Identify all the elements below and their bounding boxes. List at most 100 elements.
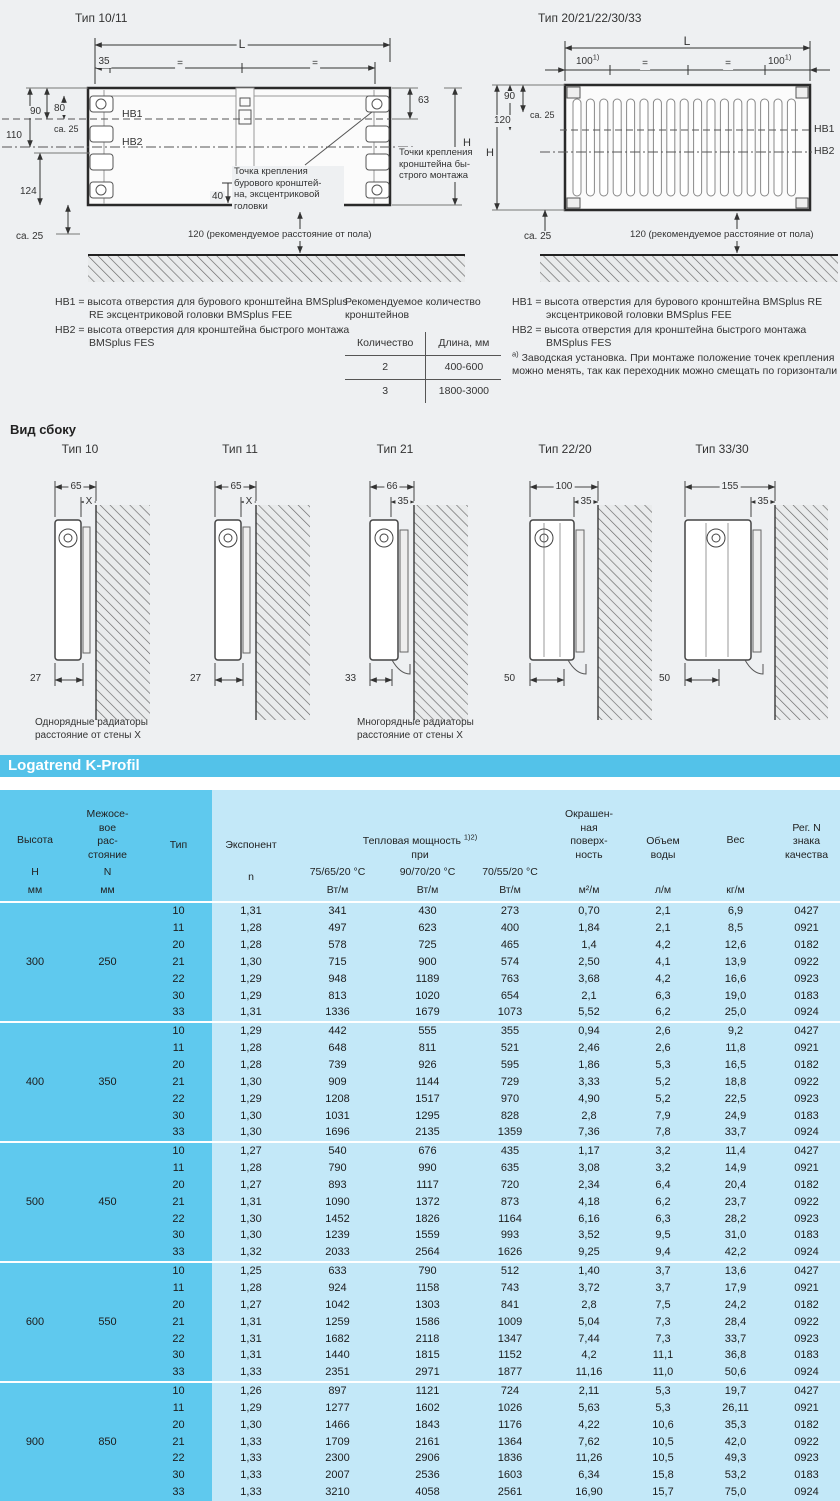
- cell-type: 20: [145, 1416, 212, 1434]
- cell-value: 1,31: [240, 1195, 262, 1208]
- side-view-type-33-30: [684, 481, 828, 720]
- dim-label: ca. 25: [522, 231, 554, 243]
- cell-value: 5,04: [578, 1315, 600, 1328]
- cell-value: 75,0: [724, 1486, 747, 1499]
- floor-distance-note: 120 (рекомендуемое расстояние от пола): [628, 229, 816, 241]
- type-10-11-diagram: [2, 38, 465, 282]
- cell-value: 1843: [415, 1418, 440, 1431]
- cell-value: 10,5: [652, 1435, 674, 1448]
- bracket-cell: 400-600: [425, 355, 502, 380]
- dim-label: 27: [28, 673, 44, 685]
- cell-value: 1,27: [240, 1298, 262, 1311]
- cell-type: 30: [145, 1227, 212, 1244]
- cell-type: 20: [145, 936, 212, 954]
- cell-value: 1,33: [240, 1435, 262, 1448]
- cell-value: 1,4: [581, 939, 597, 952]
- cell-type: 21: [145, 1073, 212, 1091]
- cell-value: 1295: [415, 1109, 440, 1122]
- cell-value: 33,7: [724, 1332, 747, 1345]
- cell-value: 1009: [497, 1315, 523, 1328]
- cell-value: 17,9: [724, 1281, 747, 1294]
- cell-value: 948: [328, 972, 347, 985]
- dim-label-L: L: [681, 34, 693, 48]
- cell-value: 1,84: [578, 922, 600, 935]
- cell-value: 5,3: [655, 1385, 671, 1398]
- column-header-type: Тип: [145, 790, 212, 901]
- cell-value: 11,0: [652, 1366, 674, 1379]
- cell-type: 22: [145, 1090, 212, 1108]
- cell-value: 19,7: [724, 1385, 747, 1398]
- column-header-volume: Объем воды л/м: [646, 835, 680, 896]
- cell-value: 1,28: [240, 939, 262, 952]
- dim-label: 63: [416, 95, 432, 107]
- cell-value: 6,16: [578, 1212, 600, 1225]
- cell-value: 990: [418, 1162, 437, 1175]
- cell-value: 1517: [415, 1092, 440, 1105]
- cell-value: 0923: [794, 1332, 819, 1345]
- cell-type: 21: [145, 953, 212, 971]
- side-view-title: Тип 33/30: [695, 442, 749, 456]
- side-view-title: Тип 11: [222, 442, 258, 456]
- cell-value: 725: [418, 939, 437, 952]
- cell-value: 4058: [415, 1486, 440, 1499]
- cell-value: 3,08: [578, 1162, 600, 1175]
- cell-value: 841: [500, 1298, 520, 1311]
- cell-value: 4,22: [578, 1418, 600, 1431]
- power-sub-75-65: 75/65/20 °C Вт/м: [309, 866, 366, 896]
- cell-value: 1364: [497, 1435, 523, 1448]
- cell-value: 2906: [415, 1452, 440, 1465]
- cell-type: 10: [145, 903, 212, 920]
- cell-value: 715: [328, 955, 347, 968]
- cell-value: 465: [500, 939, 520, 952]
- cell-value: 900: [418, 955, 437, 968]
- cell-value: 763: [500, 972, 520, 985]
- cell-value: 16,5: [724, 1059, 747, 1072]
- cell-value: 0182: [794, 1298, 819, 1311]
- cell-value: 2135: [415, 1126, 440, 1139]
- cell-value: 4,90: [578, 1092, 600, 1105]
- cell-type: 10: [145, 1142, 212, 1160]
- cell-value: 7,44: [578, 1332, 600, 1345]
- column-header-reg: Рег. N знака качества: [784, 821, 829, 861]
- cell-value: 1,31: [240, 1006, 262, 1019]
- cell-value: 811: [418, 1042, 437, 1055]
- cell-value: 1189: [415, 972, 440, 985]
- cell-type: 10: [145, 1262, 212, 1280]
- cell-value: 11,1: [652, 1349, 674, 1362]
- cell-value: 2351: [325, 1366, 350, 1379]
- cell-value: 7,5: [655, 1298, 671, 1311]
- cell-value: 341: [328, 905, 347, 918]
- cell-value: 0924: [794, 1126, 819, 1139]
- cell-value: 6,2: [655, 1006, 671, 1019]
- cell-value: 893: [328, 1178, 347, 1191]
- column-header-exponent: Экспонент n: [225, 838, 277, 884]
- table-group: 600 550 10 1,25 633 790 512 1,40 3,7 13,6 0427 11 1,…: [0, 1260, 840, 1381]
- cell-value: 909: [328, 1075, 347, 1088]
- dim-label: 35: [578, 496, 594, 508]
- dim-label: ca. 25: [14, 231, 46, 243]
- cell-value: 2971: [415, 1366, 440, 1379]
- cell-type: 10: [145, 1022, 212, 1040]
- cell-value: 2,8: [581, 1298, 597, 1311]
- cell-value: 1440: [325, 1349, 350, 1362]
- cell-value: 828: [500, 1109, 520, 1122]
- column-header-weight: Вес кг/м: [726, 833, 745, 897]
- cell-value: 4,1: [655, 955, 671, 968]
- cell-value: 3,72: [578, 1281, 600, 1294]
- cell-value: 6,3: [655, 989, 671, 1002]
- cell-value: 1,29: [240, 1025, 262, 1038]
- cell-value: 24,2: [724, 1298, 747, 1311]
- cell-value: 430: [418, 905, 437, 918]
- cell-value: 1,31: [240, 1315, 262, 1328]
- cell-value: 0922: [794, 1435, 819, 1448]
- cell-value: 924: [328, 1281, 347, 1294]
- cell-value: 3,52: [578, 1229, 600, 1242]
- cell-type: 11: [145, 919, 212, 937]
- dim-label: 90: [28, 106, 44, 118]
- cell-value: 14,9: [724, 1162, 747, 1175]
- cell-value: 25,0: [724, 1006, 747, 1019]
- dim-label: =: [310, 58, 320, 70]
- dim-label: 65: [228, 481, 244, 493]
- cell-value: 1679: [415, 1006, 440, 1019]
